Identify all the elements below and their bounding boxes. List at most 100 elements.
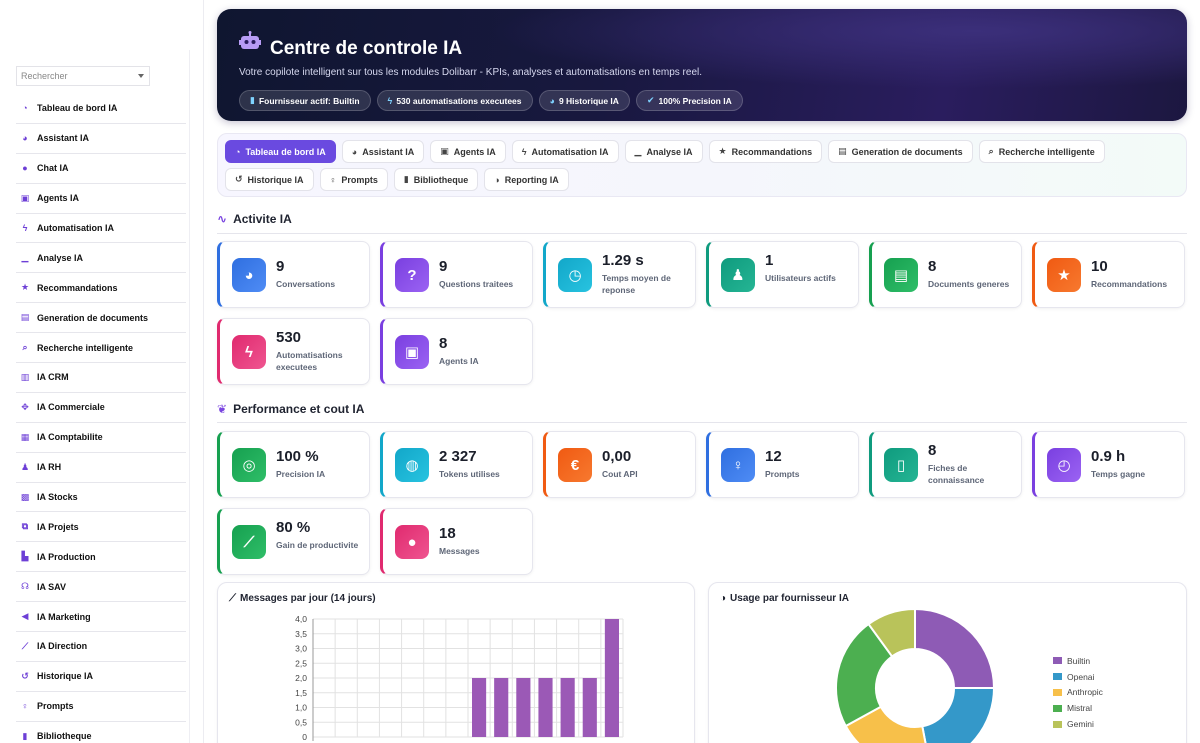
chart-icon: ▁ xyxy=(21,252,29,263)
hero-chips: ▮ Fournisseur actif: Builtin ϟ 530 automati… xyxy=(239,90,743,111)
book-icon: ▮ xyxy=(403,174,409,184)
tab-agents-ia[interactable]: ▣ Agents IA xyxy=(430,140,506,163)
sidebar-item-ia-production[interactable]: ▙ IA Production xyxy=(16,542,186,573)
tab-reporting-ia[interactable]: ◑ Reporting IA xyxy=(484,168,569,191)
legend-item[interactable]: Anthropic xyxy=(1053,685,1103,701)
bullhorn-icon: ◀ xyxy=(21,611,29,622)
book-open-icon: ▯ xyxy=(884,448,918,482)
sidebar-item-label: IA CRM xyxy=(37,372,69,383)
tab-bar: ◔ Tableau de bord IA ◕ Assistant IA ▣ Agents … xyxy=(217,133,1187,197)
coins-icon: ◍ xyxy=(395,448,429,482)
tab-prompts[interactable]: ♀ Prompts xyxy=(319,168,388,191)
sidebar-item-ia-projets[interactable]: ⧉ IA Projets xyxy=(16,512,186,543)
check-circle-icon: ✔ xyxy=(646,95,655,105)
tab-assistant-ia[interactable]: ◕ Assistant IA xyxy=(341,140,425,163)
tab-recherche-intelligente[interactable]: ⌕ Recherche intelligente xyxy=(978,140,1105,163)
provider-usage-title-label: Usage par fournisseur IA xyxy=(730,593,849,604)
star-icon: ★ xyxy=(20,282,30,293)
legend-item[interactable]: Gemini xyxy=(1053,716,1103,732)
sidebar-item-analyse-ia[interactable]: ▁ Analyse IA xyxy=(16,243,186,274)
kpi-card: ◷ 1.29 s Temps moyen de reponse xyxy=(543,241,696,308)
warehouse-icon: ▩ xyxy=(20,491,30,502)
tab-label: Reporting IA xyxy=(504,174,559,185)
sidebar-item-ia-rh[interactable]: ♟ IA RH xyxy=(16,453,186,483)
sidebar-item-chat-ia[interactable]: ● Chat IA xyxy=(16,154,186,184)
lightbulb-icon: ♀ xyxy=(21,701,29,712)
sidebar-item-assistant-ia[interactable]: ◕ Assistant IA xyxy=(16,124,186,154)
sidebar-item-ia-marketing[interactable]: ◀ IA Marketing xyxy=(16,602,186,633)
kpi-card: ● 18 Messages xyxy=(380,508,533,575)
kpi-label: Gain de productivite xyxy=(276,540,359,550)
sidebar-item-ia-stocks[interactable]: ▩ IA Stocks xyxy=(16,483,186,513)
sidebar-item-ia-crm[interactable]: ▥ IA CRM xyxy=(16,363,186,393)
kpi-label: Temps moyen de reponse xyxy=(602,273,671,295)
legend-label: Builtin xyxy=(1067,655,1091,666)
legend-item[interactable]: Openai xyxy=(1053,669,1103,685)
sidebar-item-ia-commerciale[interactable]: ✥ IA Commerciale xyxy=(16,393,186,423)
stopwatch-icon: ◷ xyxy=(558,258,592,292)
section-title-performance-label: Performance et cout IA xyxy=(233,402,365,416)
tab-label: Assistant IA xyxy=(362,146,415,157)
sidebar-item-bibliotheque[interactable]: ▮ Bibliotheque xyxy=(16,722,186,743)
kpi-label: Automatisations executees xyxy=(276,350,343,372)
tab-historique-ia[interactable]: ↺ Historique IA xyxy=(225,168,314,191)
legend-label: Gemini xyxy=(1067,719,1094,730)
kpi-card: ⟋ 80 % Gain de productivite xyxy=(217,508,370,575)
sidebar-item-recommandations[interactable]: ★ Recommandations xyxy=(16,273,186,304)
sidebar-item-label: IA Stocks xyxy=(37,492,78,503)
sidebar-item-ia-direction[interactable]: ⟋ IA Direction xyxy=(16,632,186,662)
question-icon: ? xyxy=(395,258,429,292)
legend-item[interactable]: Mistral xyxy=(1053,700,1103,716)
kpi-label: Precision IA xyxy=(276,469,326,479)
section-divider xyxy=(217,422,1187,423)
section-title-performance: ❦ Performance et cout IA xyxy=(217,402,364,416)
sidebar-item-agents-ia[interactable]: ▣ Agents IA xyxy=(16,184,186,214)
bar xyxy=(538,678,553,737)
tab-recommandations[interactable]: ★ Recommandations xyxy=(708,140,823,163)
tab-generation-de-documents[interactable]: ▤ Generation de documents xyxy=(828,140,973,163)
tab-automatisation-ia[interactable]: ϟ Automatisation IA xyxy=(511,140,619,163)
kpi-card: €0,00 Cout API xyxy=(543,431,696,498)
kpi-card: ♟ 1 Utilisateurs actifs xyxy=(706,241,859,308)
sidebar-item-tableau-de-bord-ia[interactable]: ◔ Tableau de bord IA xyxy=(16,94,186,124)
sidebar-item-prompts[interactable]: ♀ Prompts xyxy=(16,692,186,722)
robot-icon xyxy=(239,31,261,49)
messages-bar-chart: 0 0,5 1,0 1,5 2,0 2,5 3,0 3,5 4,0 xyxy=(295,614,624,742)
comments-icon: ◕ xyxy=(549,95,555,106)
messages-chart-title: ⟋ Messages par jour (14 jours) xyxy=(229,593,376,604)
sidebar-item-label: IA Production xyxy=(37,551,96,562)
bar xyxy=(560,678,575,737)
history-icon: ↺ xyxy=(235,174,243,184)
sidebar-item-generation-de-documents[interactable]: ▤ Generation de documents xyxy=(16,303,186,334)
sidebar-item-ia-sav[interactable]: ☊ IA SAV xyxy=(16,572,186,603)
kpi-card: ▯ 8 Fiches de connaissance xyxy=(869,431,1022,498)
page-title: Centre de controle IA xyxy=(270,38,463,59)
kpi-card: ▣ 8 Agents IA xyxy=(380,318,533,385)
chat-icon: ● xyxy=(22,163,28,174)
kpi-label: Cout API xyxy=(602,469,638,479)
status-chip: ϟ 530 automatisations executees xyxy=(376,90,533,111)
provider-legend: Builtin Openai Anthropic Mistral Gemini xyxy=(1053,653,1103,732)
sidebar-item-label: Bibliotheque xyxy=(37,731,92,742)
sidebar-item-historique-ia[interactable]: ↺ Historique IA xyxy=(16,662,186,692)
tab-bibliotheque[interactable]: ▮ Bibliotheque xyxy=(393,168,479,191)
section-title-activity-label: Activite IA xyxy=(233,212,292,226)
kpi-value: 530 xyxy=(276,329,302,346)
kpi-label: Recommandations xyxy=(1091,279,1168,289)
tab-analyse-ia[interactable]: ▁ Analyse IA xyxy=(624,140,703,163)
sidebar-item-recherche-intelligente[interactable]: ⌕ Recherche intelligente xyxy=(16,333,186,364)
sidebar-item-automatisation-ia[interactable]: ϟ Automatisation IA xyxy=(16,214,186,244)
users-icon: ♟ xyxy=(20,461,30,472)
sidebar-item-ia-comptabilite[interactable]: ▦ IA Comptabilite xyxy=(16,423,186,453)
bar xyxy=(516,678,531,737)
kpi-value: 8 xyxy=(928,442,937,459)
legend-item[interactable]: Builtin xyxy=(1053,653,1103,669)
tab-tableau-de-bord-ia[interactable]: ◔ Tableau de bord IA xyxy=(225,140,336,163)
tab-label: Agents IA xyxy=(453,146,496,157)
comments-icon: ◕ xyxy=(22,133,28,144)
document-icon: ▤ xyxy=(20,312,30,323)
kpi-card: ★ 10 Recommandations xyxy=(1032,241,1185,308)
sidebar-item-label: Chat IA xyxy=(37,163,69,174)
legend-swatch xyxy=(1053,657,1062,665)
sidebar-search-select[interactable]: Rechercher xyxy=(16,66,150,86)
